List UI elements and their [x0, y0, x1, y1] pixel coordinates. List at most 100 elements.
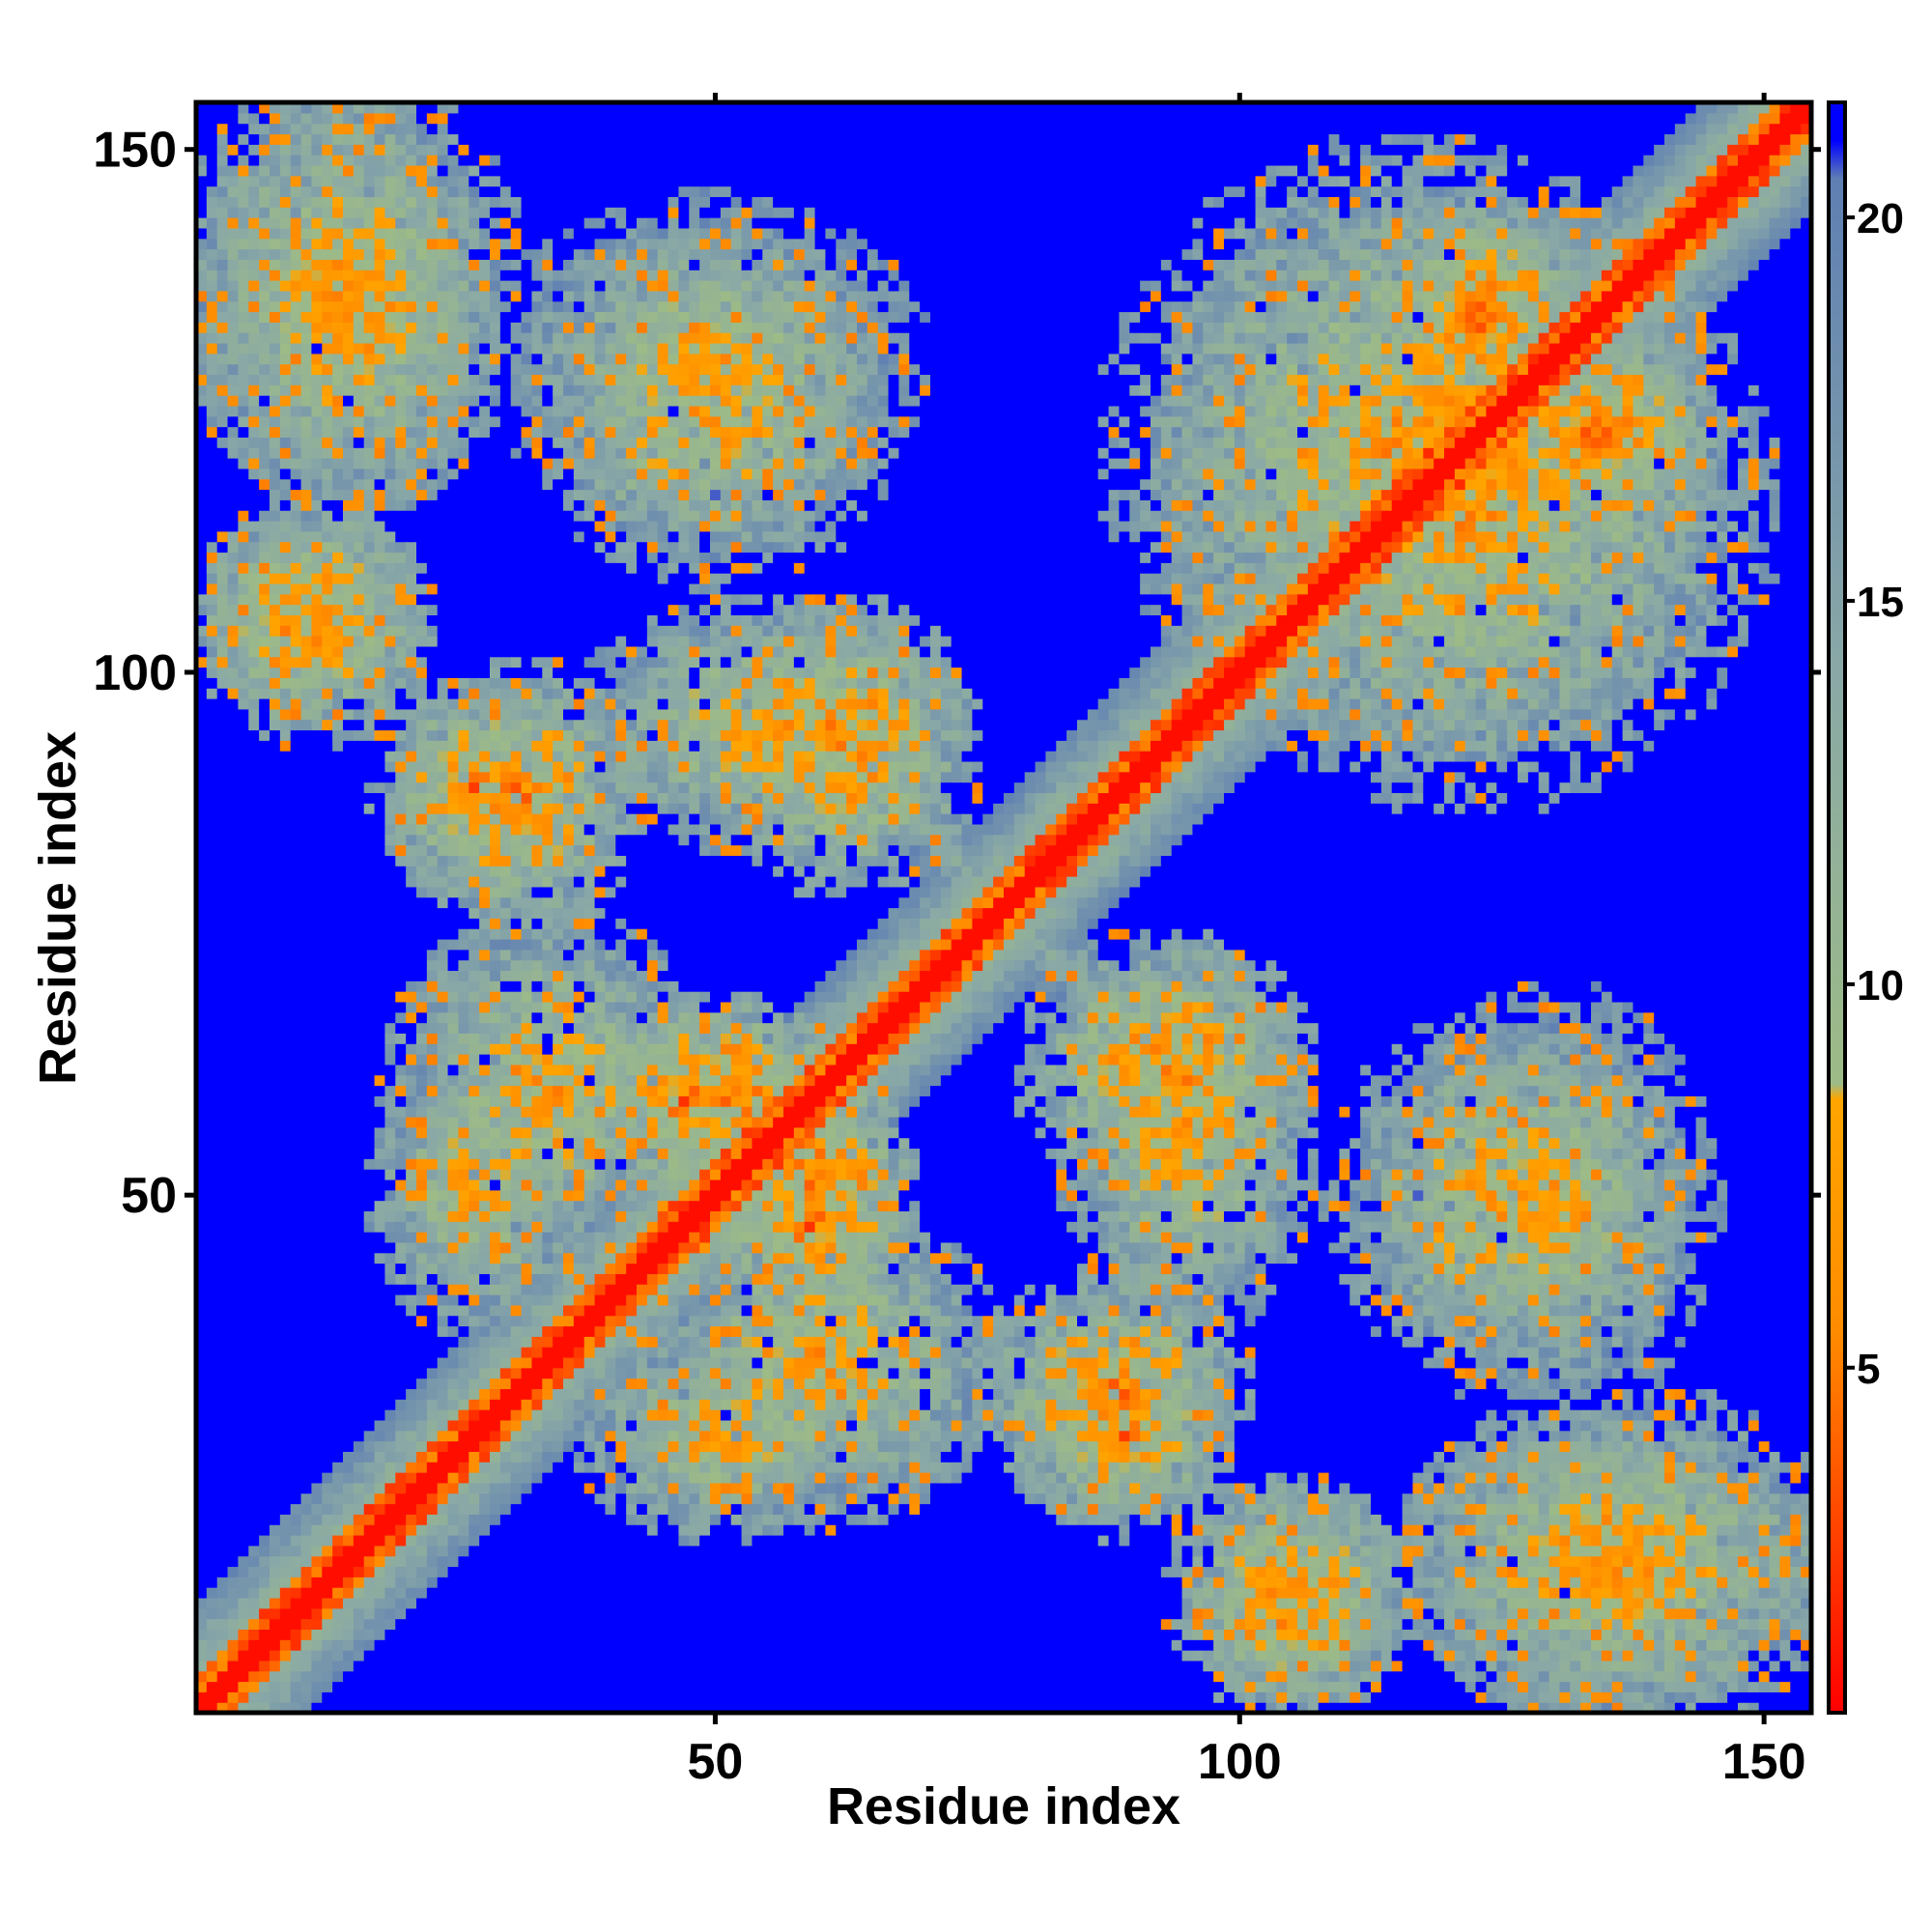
heatmap-cell — [238, 1409, 249, 1421]
heatmap-cell — [898, 1629, 910, 1640]
heatmap-cell — [1496, 1555, 1508, 1568]
heatmap-cell — [270, 1221, 281, 1233]
heatmap-cell — [363, 1534, 376, 1547]
heatmap-cell — [678, 1691, 690, 1703]
heatmap-cell — [279, 1691, 292, 1703]
heatmap-cell — [343, 280, 355, 292]
heatmap-cell — [1622, 1629, 1634, 1640]
heatmap-cell — [322, 217, 333, 229]
heatmap-cell — [227, 708, 240, 721]
heatmap-cell — [196, 1011, 208, 1024]
heatmap-cell — [290, 185, 302, 198]
heatmap-cell — [1380, 1629, 1393, 1640]
heatmap-cell — [689, 1618, 700, 1630]
heatmap-cell — [1548, 1650, 1561, 1662]
heatmap-cell — [898, 1702, 910, 1714]
heatmap-cell — [741, 1618, 753, 1630]
heatmap-cell — [238, 248, 249, 260]
heatmap-cell — [363, 1189, 376, 1202]
heatmap-cell — [1097, 1660, 1110, 1672]
heatmap-cell — [322, 1378, 333, 1390]
heatmap-cell — [311, 1011, 323, 1024]
heatmap-cell — [322, 1148, 333, 1159]
heatmap-cell — [259, 175, 270, 187]
heatmap-cell — [982, 1534, 994, 1547]
heatmap-cell — [741, 1681, 753, 1692]
heatmap-cell — [384, 1681, 396, 1692]
heatmap-cell — [196, 123, 208, 135]
heatmap-cell — [1507, 1660, 1519, 1672]
heatmap-cell — [437, 1577, 449, 1588]
heatmap-cell — [300, 667, 313, 678]
heatmap-cell — [1801, 1691, 1812, 1703]
heatmap-cell — [206, 1011, 218, 1024]
heatmap-cell — [290, 844, 302, 856]
heatmap-cell — [332, 1043, 344, 1055]
heatmap-cell — [1077, 1691, 1089, 1703]
heatmap-cell — [1004, 1566, 1015, 1577]
heatmap-cell — [279, 980, 292, 992]
heatmap-cell — [248, 708, 260, 721]
heatmap-cell — [615, 1607, 627, 1620]
heatmap-cell — [1747, 1618, 1760, 1630]
heatmap-cell — [206, 645, 218, 658]
heatmap-cell — [353, 1085, 365, 1096]
heatmap-cell — [353, 949, 365, 961]
heatmap-cell — [363, 1095, 376, 1107]
heatmap-cell — [279, 123, 292, 135]
heatmap-cell — [940, 1670, 952, 1683]
heatmap-cell — [1013, 1545, 1026, 1557]
heatmap-cell — [1004, 1597, 1015, 1609]
heatmap-cell — [1622, 1639, 1634, 1651]
heatmap-cell — [426, 1597, 439, 1609]
heatmap-cell — [343, 1577, 355, 1588]
heatmap-cell — [270, 1325, 281, 1337]
heatmap-cell — [793, 1702, 806, 1714]
heatmap-cell — [877, 1566, 890, 1577]
heatmap-cell — [353, 1336, 365, 1348]
heatmap-cell — [469, 1650, 480, 1662]
heatmap-cell — [1507, 1566, 1519, 1577]
heatmap-cell — [270, 834, 281, 846]
heatmap-cell — [238, 458, 249, 469]
heatmap-cell — [406, 1639, 417, 1651]
heatmap-cell — [238, 751, 249, 762]
heatmap-cell — [972, 1639, 983, 1651]
heatmap-cell — [248, 677, 260, 689]
heatmap-cell — [238, 384, 249, 396]
heatmap-cell — [1779, 1639, 1791, 1651]
heatmap-cell — [227, 656, 240, 668]
heatmap-cell — [888, 1597, 900, 1609]
heatmap-cell — [259, 1566, 270, 1577]
heatmap-cell — [332, 1011, 344, 1024]
heatmap-cell — [542, 1545, 554, 1557]
heatmap-cell — [573, 1691, 585, 1703]
heatmap-cell — [1244, 1587, 1257, 1599]
heatmap-cell — [279, 1064, 292, 1076]
heatmap-cell — [196, 1022, 208, 1034]
heatmap-cell — [1255, 1681, 1267, 1692]
heatmap-cell — [469, 1639, 480, 1651]
heatmap-cell — [1402, 1691, 1414, 1703]
heatmap-cell — [322, 530, 333, 543]
heatmap-cell — [196, 478, 208, 491]
heatmap-cell — [363, 636, 376, 647]
heatmap-cell — [206, 1681, 218, 1692]
heatmap-cell — [332, 970, 344, 981]
heatmap-cell — [553, 1639, 564, 1651]
heatmap-cell — [343, 803, 355, 814]
heatmap-cell — [1339, 1650, 1350, 1662]
heatmap-cell — [196, 980, 208, 992]
heatmap-cell — [343, 1273, 355, 1285]
heatmap-cell — [300, 803, 313, 814]
heatmap-cell — [1360, 1555, 1372, 1568]
heatmap-cell — [311, 792, 323, 804]
heatmap-cell — [248, 1356, 260, 1369]
heatmap-cell — [196, 530, 208, 543]
heatmap-cell — [363, 437, 376, 448]
heatmap-cell — [1234, 1577, 1246, 1588]
heatmap-cell — [374, 1639, 386, 1651]
heatmap-cell — [238, 217, 249, 229]
heatmap-cell — [1475, 1681, 1488, 1692]
heatmap-cell — [300, 395, 313, 407]
